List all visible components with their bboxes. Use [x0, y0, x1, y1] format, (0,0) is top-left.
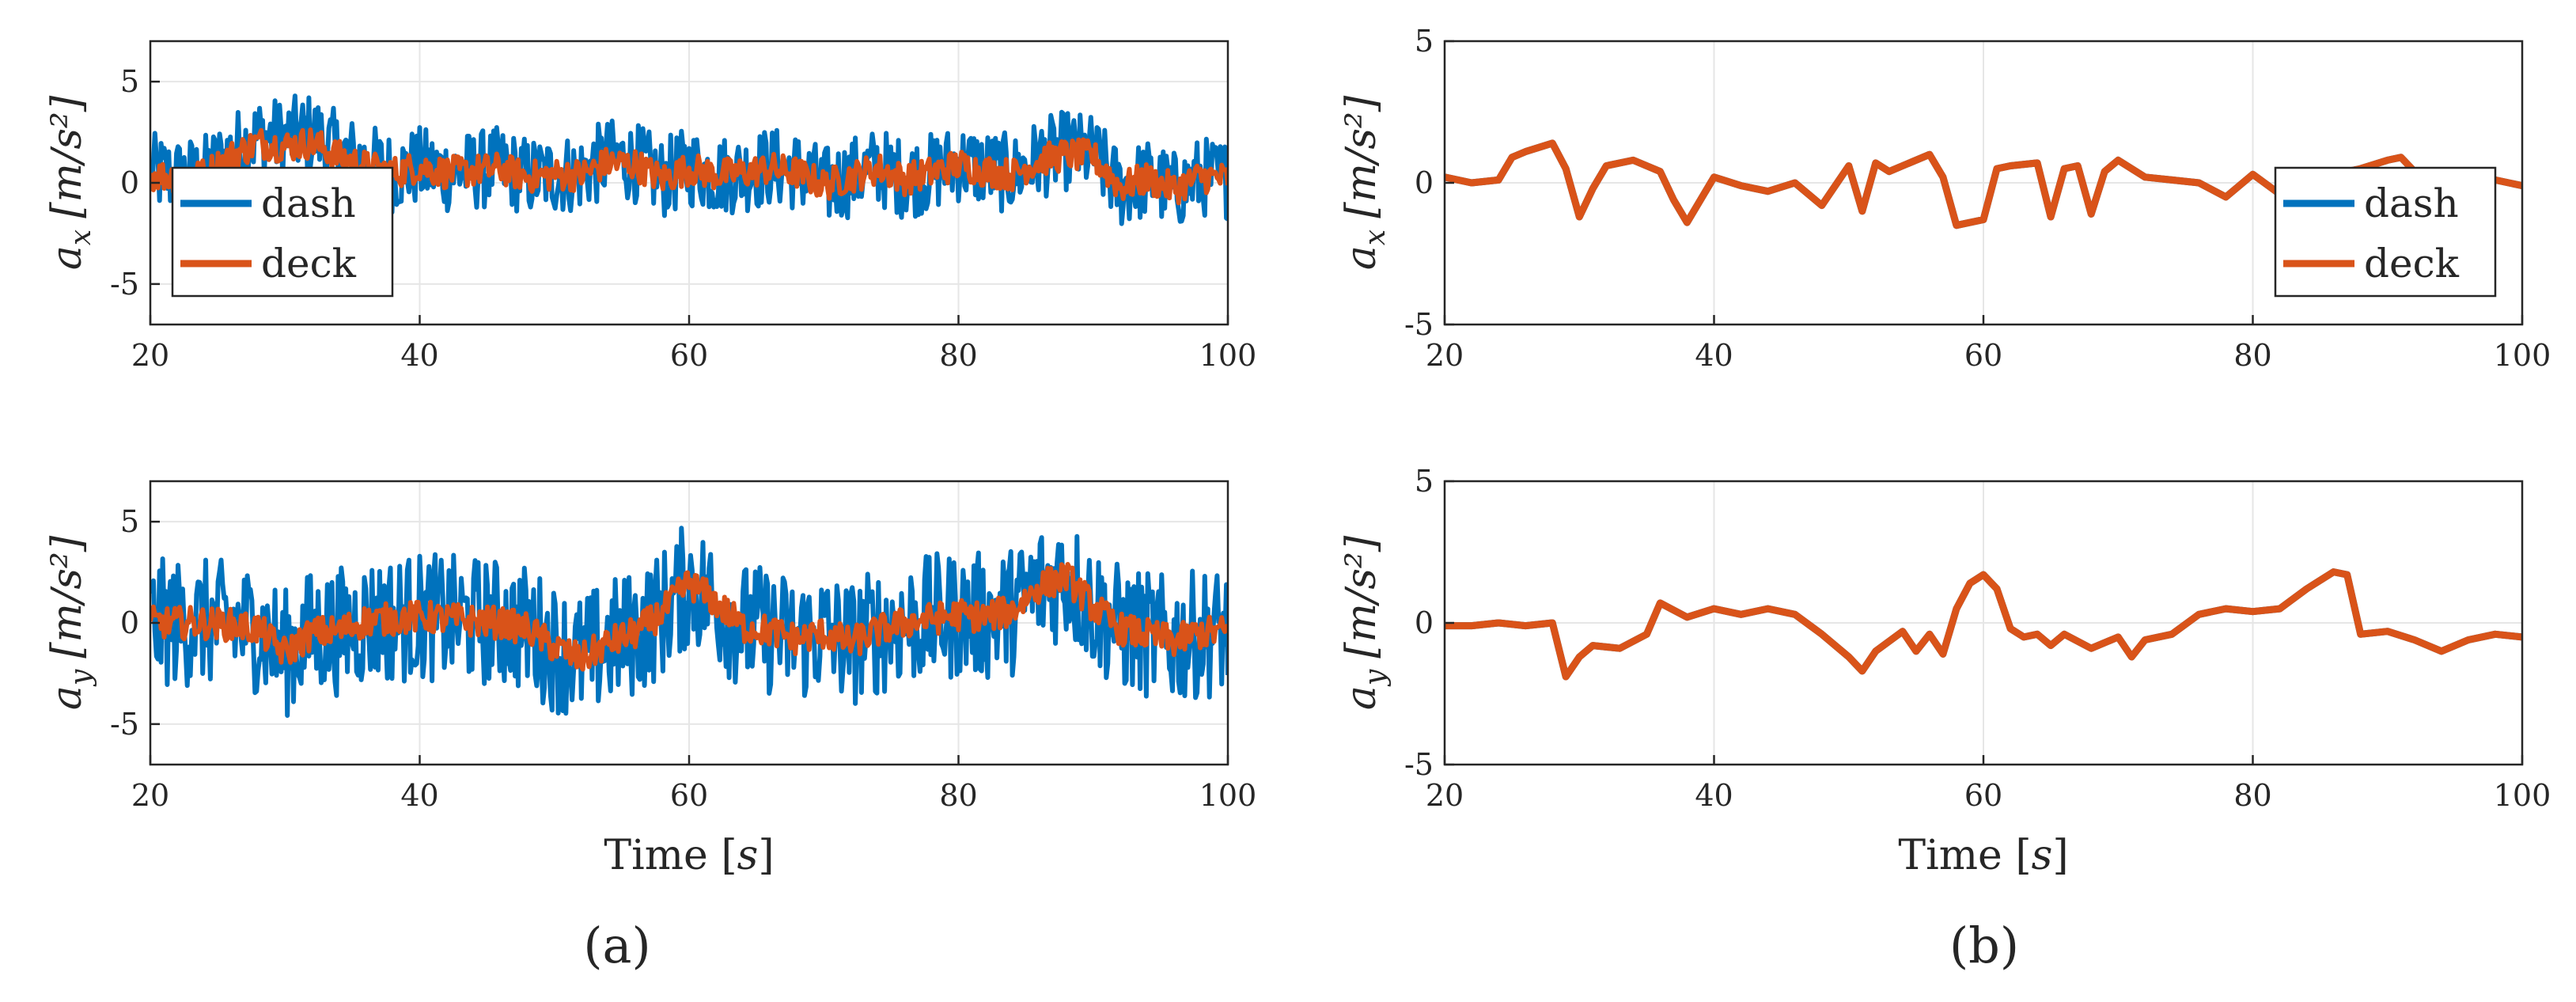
x-tick-label: 80: [939, 338, 977, 373]
y-tick-label: -5: [1404, 747, 1434, 782]
x-tick-label: 80: [939, 778, 977, 813]
x-axis-label: Time [s]: [1898, 832, 2068, 879]
legend-box: [2274, 166, 2497, 298]
legend-label-dash: dash: [261, 180, 356, 226]
y-axis-label: ax[m/s²]: [1338, 95, 1392, 270]
x-tick-label: 40: [1695, 778, 1733, 813]
y-axis-label: ax[m/s²]: [44, 95, 97, 270]
chart-a-ay: 20 40 60 80 100 -5 0 5 ay[m/s²] Time [s]: [44, 480, 1257, 879]
y-tick-label: 5: [120, 64, 139, 99]
y-tick-label: -5: [1404, 307, 1434, 342]
y-tick-label: 0: [1415, 165, 1434, 200]
x-tick-label: 20: [131, 778, 169, 813]
x-tick-label: 60: [670, 778, 708, 813]
legend: dash deck: [2274, 166, 2497, 298]
x-tick-label: 80: [2233, 778, 2271, 813]
legend-label-deck: deck: [261, 241, 357, 287]
x-tick-label: 60: [670, 338, 708, 373]
y-tick-label: 5: [1415, 464, 1434, 499]
legend-label-dash: dash: [2364, 180, 2459, 226]
y-axis-label: ay[m/s²]: [44, 535, 97, 710]
x-tick-label: 60: [1964, 338, 2002, 373]
x-tick-label: 40: [400, 778, 438, 813]
y-tick-label: 0: [120, 165, 139, 200]
y-tick-label: 5: [120, 504, 139, 539]
caption-b: (b): [1949, 917, 2019, 974]
x-tick-label: 40: [400, 338, 438, 373]
series-line-deck: [1445, 568, 2522, 681]
legend: dash deck: [171, 166, 394, 298]
x-axis-label: Time [s]: [604, 832, 774, 879]
y-tick-label: 0: [120, 605, 139, 640]
y-tick-label: 5: [1415, 24, 1434, 59]
x-tick-label: 100: [2494, 778, 2551, 813]
y-tick-label: -5: [110, 707, 139, 742]
chart-b-ax: 20 40 60 80 100 -5 0 5 ax[m/s²] dash deck: [1338, 24, 2551, 373]
series-line-deck: [150, 562, 1228, 672]
chart-b-ay: 20 40 60 80 100 -5 0 5 ay[m/s²] Time [s]: [1338, 464, 2551, 879]
y-tick-label: 0: [1415, 605, 1434, 640]
x-tick-label: 100: [2494, 338, 2551, 373]
x-tick-label: 20: [131, 338, 169, 373]
caption-a: (a): [583, 917, 650, 974]
x-tick-label: 60: [1964, 778, 2002, 813]
y-tick-label: -5: [110, 267, 139, 302]
x-tick-label: 100: [1199, 778, 1257, 813]
x-tick-label: 80: [2233, 338, 2271, 373]
series-line-deck: [150, 127, 1228, 206]
x-tick-label: 20: [1426, 778, 1464, 813]
legend-box: [171, 166, 394, 298]
legend-label-deck: deck: [2364, 241, 2460, 287]
x-tick-label: 40: [1695, 338, 1733, 373]
chart-a-ax: 20 40 60 80 100 -5 0 5 ax[m/s²] dash deck: [44, 40, 1257, 373]
y-axis-label: ay[m/s²]: [1338, 535, 1392, 710]
x-tick-label: 20: [1426, 338, 1464, 373]
x-tick-label: 100: [1199, 338, 1257, 373]
